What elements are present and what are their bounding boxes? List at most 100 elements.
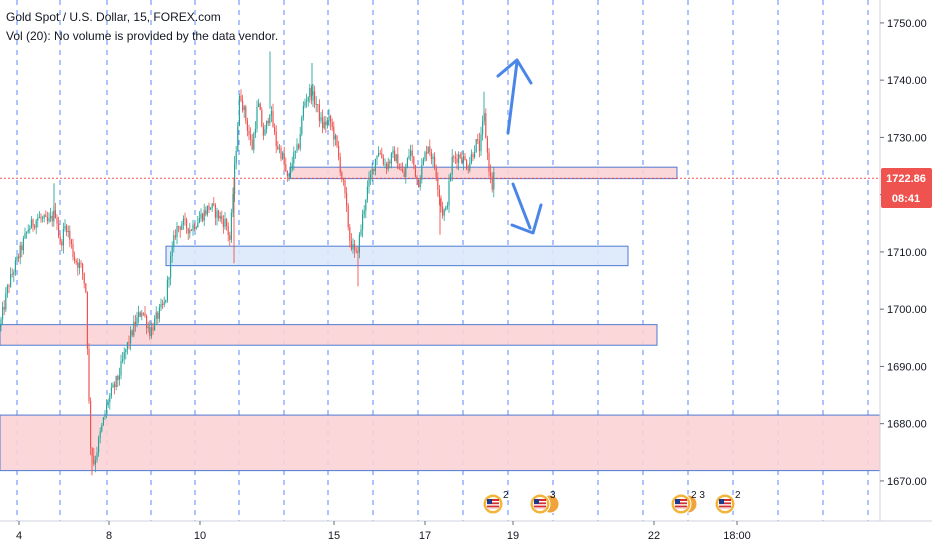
- candle-21: [34, 224, 36, 230]
- candle-body: [61, 241, 63, 246]
- candle-body: [466, 160, 468, 169]
- candle-body: [240, 95, 242, 101]
- candle-body: [90, 401, 92, 448]
- event-marker-0[interactable]: 2: [482, 490, 509, 515]
- candle-body: [178, 226, 180, 227]
- candle-body: [32, 219, 34, 227]
- candle-body: [256, 106, 258, 129]
- event-marker-3[interactable]: 2: [714, 490, 741, 515]
- candle-body: [8, 285, 10, 287]
- candle-body: [488, 152, 490, 172]
- candle-95: [152, 322, 154, 335]
- candle-96: [154, 315, 156, 331]
- candle-body: [435, 168, 437, 178]
- candle-body: [483, 113, 485, 122]
- time-tick-label: 22: [648, 530, 660, 542]
- candle-body: [248, 130, 250, 135]
- candle-124: [198, 211, 200, 224]
- candle-298: [477, 133, 479, 145]
- candle-277: [443, 208, 445, 221]
- candle-body: [174, 235, 176, 237]
- candle-257: [411, 144, 413, 164]
- candle-body: [50, 215, 52, 218]
- candle-284: [454, 151, 456, 164]
- candle-189: [302, 101, 304, 121]
- candle-body: [205, 210, 207, 215]
- price-tick-label: 1680.00: [887, 419, 927, 431]
- candle-102: [163, 296, 165, 308]
- candle-194: [310, 85, 312, 105]
- candle-body: [338, 145, 340, 157]
- candle-146: [234, 155, 236, 202]
- candle-body: [251, 139, 253, 150]
- candle-body: [306, 101, 308, 102]
- candle-118: [189, 223, 191, 239]
- candle-body: [158, 307, 160, 319]
- candle-body: [283, 153, 285, 165]
- candle-body: [326, 120, 328, 126]
- candle-body: [413, 156, 415, 165]
- candle-191: [306, 93, 308, 108]
- candle-body: [456, 158, 458, 163]
- candle-173: [277, 141, 279, 151]
- candle-28: [45, 210, 47, 217]
- candle-104: [166, 275, 168, 303]
- time-axis[interactable]: 4 8 10 15 17 19 22 18:00: [16, 521, 751, 542]
- candle-body: [179, 227, 181, 230]
- candle-body: [418, 179, 420, 188]
- event-marker-2[interactable]: 2 3: [670, 490, 705, 515]
- candle-14: [22, 235, 24, 255]
- candle-8: [13, 269, 15, 282]
- candle-85: [136, 311, 138, 328]
- candle-231: [370, 170, 372, 186]
- event-count: 2 3: [691, 490, 705, 501]
- candle-234: [374, 158, 376, 176]
- candle-120: [192, 219, 194, 236]
- candle-body: [216, 210, 218, 218]
- candle-182: [291, 156, 293, 172]
- candle-body: [165, 300, 167, 303]
- candle-186: [298, 143, 300, 151]
- candle-body: [429, 146, 431, 153]
- candle-197: [315, 96, 317, 113]
- candle-135: [216, 207, 218, 226]
- candle-70: [112, 382, 114, 388]
- candle-body: [82, 263, 84, 273]
- candle-143: [229, 231, 231, 247]
- candle-body: [362, 214, 364, 230]
- candle-body: [11, 274, 13, 275]
- candle-288: [461, 151, 463, 164]
- candle-203: [325, 116, 327, 133]
- candle-body: [123, 352, 125, 360]
- candle-156: [250, 127, 252, 146]
- event-marker-1[interactable]: 3: [529, 490, 560, 515]
- candle-26: [42, 215, 44, 223]
- candle-body: [206, 205, 208, 215]
- flag-icon-canton: [675, 499, 680, 504]
- candle-97: [155, 306, 157, 326]
- candle-body: [107, 402, 109, 405]
- candle-58: [93, 447, 95, 467]
- candle-204: [326, 117, 328, 129]
- candle-body: [344, 180, 346, 194]
- candle-body: [120, 361, 122, 376]
- candle-269: [430, 148, 432, 165]
- candle-140: [224, 212, 226, 230]
- candle-body: [486, 138, 488, 153]
- candle-body: [184, 218, 186, 220]
- candle-body: [402, 169, 404, 172]
- symbol-title[interactable]: Gold Spot / U.S. Dollar, 15, FOREX.com: [6, 10, 221, 24]
- candle-body: [182, 218, 184, 225]
- candle-93: [149, 320, 151, 340]
- candle-body: [80, 262, 82, 264]
- candle-68: [109, 393, 111, 410]
- candle-body: [419, 179, 421, 188]
- candle-34: [54, 202, 56, 219]
- candle-178: [285, 157, 287, 173]
- candle-body: [131, 330, 133, 336]
- candle-187: [299, 126, 301, 152]
- candle-200: [320, 112, 322, 124]
- event-markers: 2 3 2 3 2: [482, 490, 741, 515]
- candle-body: [138, 312, 140, 318]
